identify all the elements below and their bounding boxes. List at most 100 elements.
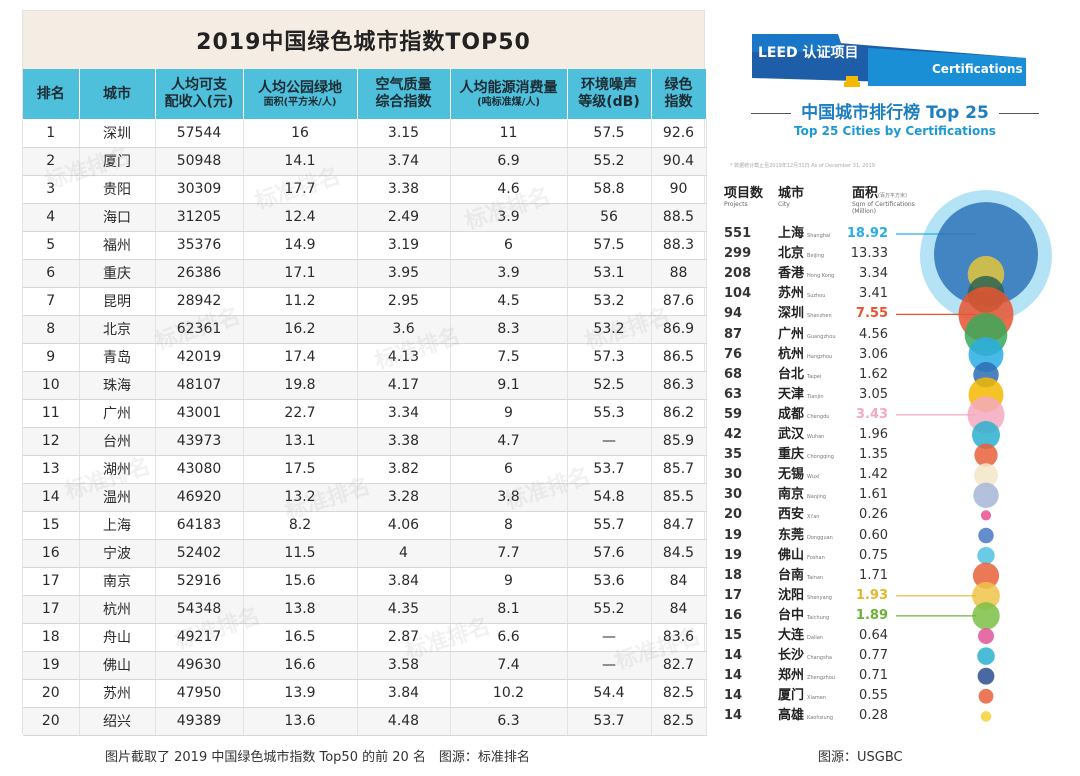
project-count: 35 — [724, 447, 743, 463]
ranking-row: 14 高雄 Kaohsiung 0.28 — [720, 706, 930, 726]
ranking-row: 76 杭州 Hangzhou 3.06 — [720, 345, 930, 365]
table-cell: 28942 — [155, 287, 244, 316]
table-cell: 13.2 — [243, 483, 358, 512]
table-cell: 55.7 — [567, 511, 652, 540]
table-cell: 82.7 — [651, 651, 707, 680]
area-value: 18.92 — [846, 226, 888, 241]
table-cell: — — [567, 651, 652, 680]
area-value: 0.77 — [859, 648, 888, 664]
table-cell: 湖州 — [79, 455, 156, 484]
table-cell: 14 — [23, 483, 80, 512]
table-cell: 82.5 — [651, 679, 707, 708]
table-cell: 14.1 — [243, 147, 358, 176]
table-cell: 13.8 — [243, 595, 358, 624]
table-row: 3 贵阳 30309 17.7 3.38 4.6 58.8 90 — [23, 175, 707, 204]
table-cell: 50948 — [155, 147, 244, 176]
table-cell: 62361 — [155, 315, 244, 344]
table-cell: 86.3 — [651, 371, 707, 400]
project-count: 59 — [724, 406, 743, 422]
green-city-index-table-panel: 2019中国绿色城市指数TOP50 排名 城市 人均可支 配收入(元) 人均公园绿地 面积… — [22, 10, 707, 736]
table-cell: 82.5 — [651, 707, 707, 736]
table-cell: 88.5 — [651, 203, 707, 232]
table-cell: 87.6 — [651, 287, 707, 316]
table-cell: 43001 — [155, 399, 244, 428]
ranking-row: 30 无锡 Wuxi 1.42 — [720, 465, 930, 485]
table-cell: 6 — [23, 259, 80, 288]
area-value: 0.64 — [859, 628, 888, 643]
project-count: 17 — [724, 587, 743, 603]
header-projects: 项目数 Projects — [724, 186, 764, 208]
table-cell: 苏州 — [79, 679, 156, 708]
table-cell: 52916 — [155, 567, 244, 596]
table-cell: 49630 — [155, 651, 244, 680]
table-cell: 58.8 — [567, 175, 652, 204]
city-name: 长沙 Changsha — [778, 648, 832, 664]
column-header: 排名 — [23, 69, 80, 119]
table-cell: 3.9 — [450, 203, 568, 232]
bubble-taichung — [972, 602, 1000, 630]
area-value: 0.75 — [859, 547, 888, 563]
table-cell: 3.9 — [450, 259, 568, 288]
table-row: 7 昆明 28942 11.2 2.95 4.5 53.2 87.6 — [23, 287, 707, 316]
left-caption: 图片截取了 2019 中国绿色城市指数 Top50 的前 20 名 图源：标准排… — [105, 750, 530, 765]
ranking-row: 35 重庆 Chongqing 1.35 — [720, 445, 930, 465]
project-count: 68 — [724, 366, 743, 382]
table-cell: 49217 — [155, 623, 244, 652]
header-city: 城市 City — [778, 186, 805, 208]
city-name: 东莞 Dongguan — [778, 527, 833, 543]
table-cell: 55.2 — [567, 147, 652, 176]
area-value: 1.93 — [855, 587, 888, 603]
table-cell: 海口 — [79, 203, 156, 232]
table-cell: 3.38 — [357, 175, 451, 204]
ranking-subtitle: Top 25 Cities by Certifications — [794, 124, 996, 138]
table-cell: 18 — [23, 623, 80, 652]
project-count: 208 — [724, 266, 752, 282]
city-name: 厦门 Xiamen — [778, 688, 827, 704]
table-cell: 26386 — [155, 259, 244, 288]
data-note: * 数据统计截止至2019年12月31日 As of December 31, … — [730, 163, 875, 169]
table-cell: 46920 — [155, 483, 244, 512]
table-cell: 重庆 — [79, 259, 156, 288]
column-header: 人均可支 配收入(元) — [155, 69, 244, 119]
table-cell: 4.7 — [450, 427, 568, 456]
banner-left-label: LEED 认证项目 — [758, 45, 859, 61]
city-name: 沈阳 Shenyang — [778, 587, 832, 603]
table-cell: 9 — [23, 343, 80, 372]
project-count: 30 — [724, 467, 743, 483]
table-row: 18 舟山 49217 16.5 2.87 6.6—83.6 — [23, 623, 707, 652]
table-cell: 48107 — [155, 371, 244, 400]
table-cell: 4 — [357, 539, 451, 568]
table-cell: 54.8 — [567, 483, 652, 512]
table-title: 2019中国绿色城市指数TOP50 — [23, 11, 704, 69]
project-count: 16 — [724, 607, 743, 623]
project-count: 14 — [724, 648, 743, 664]
city-name: 成都 Chengdu — [778, 406, 830, 422]
table-cell: 3.74 — [357, 147, 451, 176]
area-value: 1.62 — [859, 366, 888, 382]
area-value: 1.71 — [859, 567, 888, 583]
column-header: 绿色 指数 — [651, 69, 707, 119]
table-cell: 84.7 — [651, 511, 707, 540]
ranking-row: 30 南京 Nanjing 1.61 — [720, 485, 930, 505]
table-cell: 3.15 — [357, 119, 451, 148]
table-cell: 88.3 — [651, 231, 707, 260]
city-name: 上海 Shanghai — [778, 226, 831, 241]
table-cell: 11.5 — [243, 539, 358, 568]
table-cell: 86.9 — [651, 315, 707, 344]
table-cell: 3.58 — [357, 651, 451, 680]
city-name: 苏州 Suzhou — [778, 286, 826, 302]
table-cell: 3.28 — [357, 483, 451, 512]
table-cell: 12.4 — [243, 203, 358, 232]
area-value: 3.05 — [859, 386, 888, 402]
table-cell: 13.1 — [243, 427, 358, 456]
area-value: 0.55 — [859, 688, 888, 704]
table-cell: 4.6 — [450, 175, 568, 204]
table-cell: 57.5 — [567, 231, 652, 260]
table-cell: 15 — [23, 511, 80, 540]
table-cell: 14.9 — [243, 231, 358, 260]
table-cell: 47950 — [155, 679, 244, 708]
ranking-row: 68 台北 Taipei 1.62 — [720, 365, 930, 385]
bubble-kaohsiung — [980, 711, 992, 722]
table-row: 5 福州 35376 14.9 3.19 6 57.5 88.3 — [23, 231, 707, 260]
table-cell: — — [567, 623, 652, 652]
